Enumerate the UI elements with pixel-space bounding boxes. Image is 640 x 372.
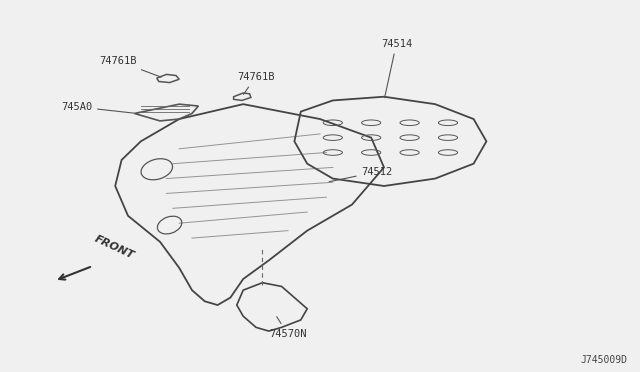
Text: FRONT: FRONT bbox=[93, 233, 136, 260]
Text: 745A0: 745A0 bbox=[61, 102, 134, 113]
Text: 74761B: 74761B bbox=[237, 72, 275, 94]
Text: J745009D: J745009D bbox=[580, 355, 627, 365]
Text: 74761B: 74761B bbox=[99, 56, 161, 77]
Text: 74570N: 74570N bbox=[269, 317, 307, 339]
Text: 74514: 74514 bbox=[381, 38, 412, 98]
Text: 74512: 74512 bbox=[329, 167, 393, 182]
